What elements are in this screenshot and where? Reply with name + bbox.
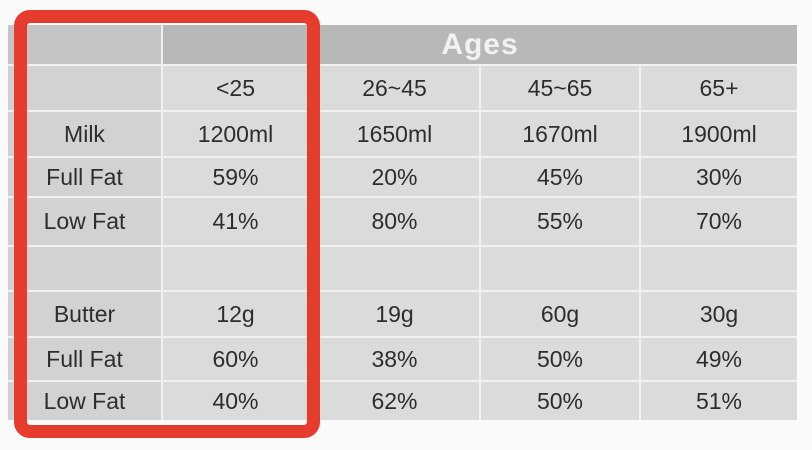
table-cell-spacer-under-25 [163,247,308,290]
table-cell-spacer-45-65 [481,247,639,290]
table-cell-butter-26-45: 19g [310,292,479,336]
table-cell-butter-low-fat-26-45: 62% [310,382,479,420]
column-header-26-45: 26~45 [310,66,479,110]
table-cell-milk-full-fat-45-65: 45% [481,158,639,196]
table-cell-milk-under-25: 1200ml [163,112,308,156]
table-cell-milk-full-fat-65-plus: 30% [641,158,797,196]
row-label-spacer [8,247,161,290]
row-label-butter-low-fat: Low Fat [8,382,161,420]
row-label-butter: Butter [8,292,161,336]
table-cell-butter-low-fat-65-plus: 51% [641,382,797,420]
table-cell-butter-low-fat-under-25: 40% [163,382,308,420]
table-cell-butter-65-plus: 30g [641,292,797,336]
table-cell-milk-low-fat-45-65: 55% [481,198,639,245]
table-cell-butter-full-fat-65-plus: 49% [641,338,797,380]
table-cell-butter-45-65: 60g [481,292,639,336]
table-cell-butter-under-25: 12g [163,292,308,336]
table-cell-milk-full-fat-26-45: 20% [310,158,479,196]
column-header-under-25: <25 [163,66,308,110]
table-cell-milk-low-fat-26-45: 80% [310,198,479,245]
row-label-butter-full-fat: Full Fat [8,338,161,380]
table-cell-milk-26-45: 1650ml [310,112,479,156]
table-cell-milk-low-fat-under-25: 41% [163,198,308,245]
highlight-box [14,10,320,438]
table-cell-spacer-26-45 [310,247,479,290]
table-cell-butter-low-fat-45-65: 50% [481,382,639,420]
table-cell-milk-65-plus: 1900ml [641,112,797,156]
column-header-45-65: 45~65 [481,66,639,110]
table-cell-milk-low-fat-65-plus: 70% [641,198,797,245]
table-cell-milk-full-fat-under-25: 59% [163,158,308,196]
table-cell-butter-full-fat-under-25: 60% [163,338,308,380]
row-label-milk-low-fat: Low Fat [8,198,161,245]
ages-header-cell: Ages [163,25,797,64]
ages-table: Ages <25 26~45 45~65 65+ Milk 1200ml 165… [8,25,797,420]
table-cell-butter-full-fat-26-45: 38% [310,338,479,380]
row-label-header-cell [8,66,161,110]
column-header-65-plus: 65+ [641,66,797,110]
table-cell-butter-full-fat-45-65: 50% [481,338,639,380]
table-cell-milk-45-65: 1670ml [481,112,639,156]
row-label-milk: Milk [8,112,161,156]
row-label-milk-full-fat: Full Fat [8,158,161,196]
table-corner-cell [8,25,161,64]
table-cell-spacer-65-plus [641,247,797,290]
